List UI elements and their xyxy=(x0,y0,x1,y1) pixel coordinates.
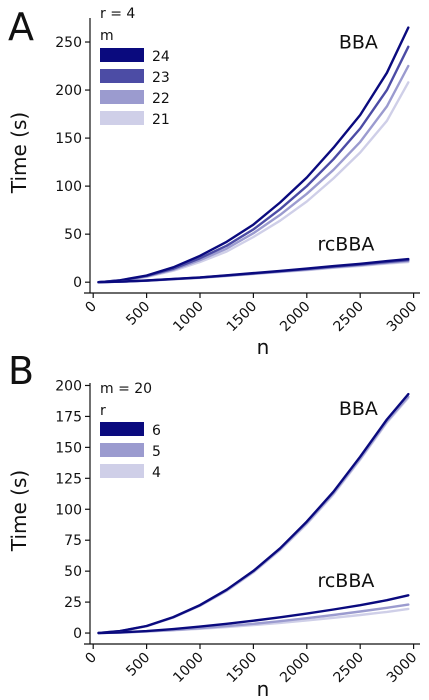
panel-b-x-tick-label: 2500 xyxy=(331,650,368,687)
panel-b-y-tick-label: 0 xyxy=(73,626,82,642)
panel-b-annotation-bba: BBA xyxy=(339,398,378,420)
panel-b-series-rcbba-5 xyxy=(97,603,410,635)
panel-b-y-axis-title: Time (s) xyxy=(7,470,31,552)
panel-b-legend-label-5: 5 xyxy=(152,444,161,460)
panel-a-x-tick-label: 1000 xyxy=(170,299,207,336)
panel-b-series-rcbba-6 xyxy=(97,594,410,635)
panel-b-y-tick-label: 75 xyxy=(64,533,82,549)
panel-b-legend-swatch-6 xyxy=(100,422,144,436)
panel-a-legend-label-21: 21 xyxy=(152,112,170,128)
panel-b-legend-label-6: 6 xyxy=(152,423,161,439)
panel-b-x-axis-title: n xyxy=(257,677,270,700)
panel-b-x-tick-label: 1500 xyxy=(224,650,261,687)
panel-a-series-bba-24 xyxy=(97,26,410,284)
panel-a-legend-header: r = 4 xyxy=(100,6,135,22)
panel-b-series-bba-6 xyxy=(97,392,410,635)
panel-a-y-tick-label: 50 xyxy=(64,227,82,243)
panel-a-x-tick-label: 2000 xyxy=(277,299,314,336)
panel-b-y-tick-label: 175 xyxy=(55,409,82,425)
panel-a-legend-swatch-23 xyxy=(100,69,144,83)
panel-b-x-tick-label: 1000 xyxy=(170,650,207,687)
panel-b-annotation-rcbba: rcBBA xyxy=(317,570,374,592)
panel-b-y-tick-label: 25 xyxy=(64,595,82,611)
panel-b-label: B xyxy=(8,349,34,393)
panel-b-legend-header: m = 20 xyxy=(100,381,152,397)
panel-b-y-tick-label: 200 xyxy=(55,378,82,394)
panel-b-x-tick-label: 0 xyxy=(82,650,100,668)
panel-a-legend-label-22: 22 xyxy=(152,91,170,107)
panel-a-y-tick-label: 0 xyxy=(73,275,82,291)
panel-a-annotation-rcbba: rcBBA xyxy=(317,233,374,255)
panel-b-legend-title: r xyxy=(100,403,106,419)
panel-a-legend-label-23: 23 xyxy=(152,70,170,86)
panel-a-x-axis-title: n xyxy=(257,335,270,359)
panel-a-x-tick-label: 3000 xyxy=(384,299,421,336)
panel-a-legend-swatch-24 xyxy=(100,48,144,62)
panel-a-x-tick-label: 2500 xyxy=(331,299,368,336)
panel-a-y-tick-label: 200 xyxy=(55,83,82,99)
panel-b-y-tick-label: 125 xyxy=(55,471,82,487)
panel-b-legend-swatch-4 xyxy=(100,464,144,478)
panel-a-y-tick-label: 100 xyxy=(55,179,82,195)
panel-b-series-bba-4 xyxy=(97,396,410,635)
panel-a-y-tick-label: 250 xyxy=(55,35,82,51)
panel-b-legend-swatch-5 xyxy=(100,443,144,457)
panel-a-x-tick-label: 1500 xyxy=(224,299,261,336)
panel-a-legend-swatch-22 xyxy=(100,90,144,104)
panel-a-y-tick-label: 150 xyxy=(55,131,82,147)
panel-b-legend-label-4: 4 xyxy=(152,465,161,481)
panel-a-x-tick-label: 0 xyxy=(82,299,100,317)
panel-a-label: A xyxy=(8,5,34,49)
panel-a-x-tick-label: 500 xyxy=(123,299,153,329)
panel-a-series-rcbba-24 xyxy=(97,257,410,284)
panel-b-x-tick-label: 500 xyxy=(123,650,153,680)
panel-b-x-tick-label: 2000 xyxy=(277,650,314,687)
panel-a-y-axis-title: Time (s) xyxy=(7,112,31,194)
panel-b-y-tick-label: 50 xyxy=(64,564,82,580)
panel-b-y-tick-label: 150 xyxy=(55,440,82,456)
panel-b-x-tick-label: 3000 xyxy=(384,650,421,687)
panel-a-legend-label-24: 24 xyxy=(152,49,170,65)
panel-b-y-tick-label: 100 xyxy=(55,502,82,518)
panel-b-series-bba-5 xyxy=(97,395,410,635)
panel-a-legend-swatch-21 xyxy=(100,111,144,125)
panel-a-annotation-bba: BBA xyxy=(339,32,378,54)
panel-a-legend-title: m xyxy=(100,28,114,44)
